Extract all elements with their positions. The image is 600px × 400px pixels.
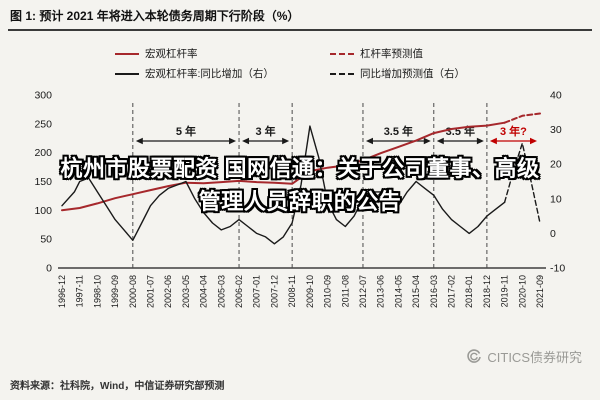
x-axis-tick: 2017-02: [446, 275, 456, 308]
dashed-line-swatch: [330, 52, 354, 55]
x-axis-tick: 2018-01: [464, 275, 474, 308]
watermark: CITICS债券研究: [466, 347, 582, 366]
x-axis-tick: 2012-07: [358, 275, 368, 308]
solid-line-swatch: [115, 52, 139, 55]
arrow-head: [242, 137, 250, 145]
series-line: [61, 125, 506, 245]
left-axis-tick: 50: [40, 234, 52, 246]
x-axis-tick: 2005-03: [216, 275, 226, 308]
right-axis-tick: 20: [550, 159, 562, 171]
x-axis-tick: 2008-11: [287, 275, 297, 307]
arrow-head: [476, 137, 484, 145]
right-axis-tick: -10: [550, 263, 565, 275]
x-axis-tick: 2018-12: [482, 275, 492, 308]
overlay-headline-line1: 杭州市股票配资 国网信通：关于公司董事、高级: [60, 156, 540, 181]
legend-item: 杠杆率预测值: [330, 46, 423, 61]
x-axis-tick: 1996-12: [57, 275, 67, 308]
left-axis-tick: 200: [34, 147, 52, 159]
series-prediction-line: [503, 112, 541, 124]
chart-legend: 宏观杠杆率 杠杆率预测值 宏观杠杆率:同比增加（右） 同比增加预测值（右）: [115, 46, 465, 81]
series-prediction-line: [503, 142, 541, 224]
x-axis-tick: 2010-09: [323, 275, 333, 308]
period-label: 3.5 年: [384, 124, 413, 138]
watermark-text: CITICS债券研究: [487, 350, 582, 365]
left-axis-tick: 300: [34, 90, 52, 102]
period-label: 3 年: [255, 124, 275, 138]
legend-label: 宏观杠杆率: [145, 48, 198, 60]
title-divider: [8, 29, 592, 31]
x-axis-tick: 2001-07: [146, 275, 156, 308]
arrow-head: [229, 137, 237, 145]
citics-logo-icon: [467, 348, 482, 363]
x-axis-tick: 2000-08: [128, 275, 138, 308]
figure-title: 图 1: 预计 2021 年将进入本轮债务周期下行阶段（%）: [10, 9, 300, 23]
period-label: 3 年?: [500, 124, 527, 138]
legend-label: 宏观杠杆率:同比增加（右）: [145, 68, 274, 80]
arrow-head: [489, 137, 497, 145]
x-axis-tick: 2021-09: [535, 275, 545, 308]
x-axis-tick: 2016-03: [429, 275, 439, 308]
x-axis-tick: 2004-04: [199, 275, 209, 308]
right-axis-tick: 30: [550, 124, 562, 136]
x-axis-tick: 2013-06: [376, 275, 386, 308]
arrow-head: [365, 137, 373, 145]
right-axis-tick: 10: [550, 193, 562, 205]
x-axis-tick: 2006-02: [234, 275, 244, 308]
series-line: [61, 121, 506, 212]
arrow-head: [135, 137, 143, 145]
x-axis-tick: 2015-04: [411, 275, 421, 308]
left-axis-tick: 250: [34, 118, 52, 130]
left-axis-tick: 100: [34, 205, 52, 217]
x-axis-tick: 2011-08: [340, 275, 350, 307]
legend-label: 杠杆率预测值: [360, 48, 423, 60]
x-axis-tick: 2007-01: [252, 275, 262, 308]
overlay-headline-line2: 管理人员辞职的公告: [198, 189, 402, 214]
x-axis-tick: 2020-10: [517, 275, 527, 308]
arrow-head: [423, 137, 431, 145]
x-axis-tick: 2009-10: [305, 275, 315, 308]
x-axis-tick: 2019-11: [500, 275, 510, 307]
arrow-head: [436, 137, 444, 145]
right-axis-tick: 0: [550, 228, 556, 240]
dashed-line-swatch: [330, 72, 354, 75]
x-axis-tick: 2014-05: [393, 275, 403, 308]
source-note: 资料来源：社科院，Wind，中信证券研究部预测: [10, 381, 225, 392]
left-axis-tick: 0: [46, 263, 52, 275]
x-axis-tick: 2003-05: [181, 275, 191, 308]
left-axis-tick: 150: [34, 176, 52, 188]
period-label: 5 年: [176, 124, 196, 138]
overlay-headline: 杭州市股票配资 国网信通：关于公司董事、高级 管理人员辞职的公告: [0, 152, 600, 218]
legend-row: 宏观杠杆率 杠杆率预测值: [115, 46, 465, 61]
legend-item: 宏观杠杆率:同比增加（右）: [115, 66, 330, 81]
x-axis-tick: 2002-06: [163, 275, 173, 308]
x-axis-tick: 2007-12: [269, 275, 279, 308]
legend-item: 宏观杠杆率: [115, 46, 330, 61]
legend-item: 同比增加预测值（右）: [330, 66, 465, 81]
legend-label: 同比增加预测值（右）: [360, 68, 465, 80]
arrow-head: [282, 137, 290, 145]
x-axis-tick: 1998-10: [92, 275, 102, 308]
legend-row: 宏观杠杆率:同比增加（右） 同比增加预测值（右）: [115, 66, 465, 81]
x-axis-tick: 1997-11: [75, 275, 85, 307]
solid-line-swatch: [115, 72, 139, 75]
x-axis-tick: 1999-09: [110, 275, 120, 308]
right-axis-tick: 40: [550, 90, 562, 102]
arrow-head: [530, 137, 537, 145]
